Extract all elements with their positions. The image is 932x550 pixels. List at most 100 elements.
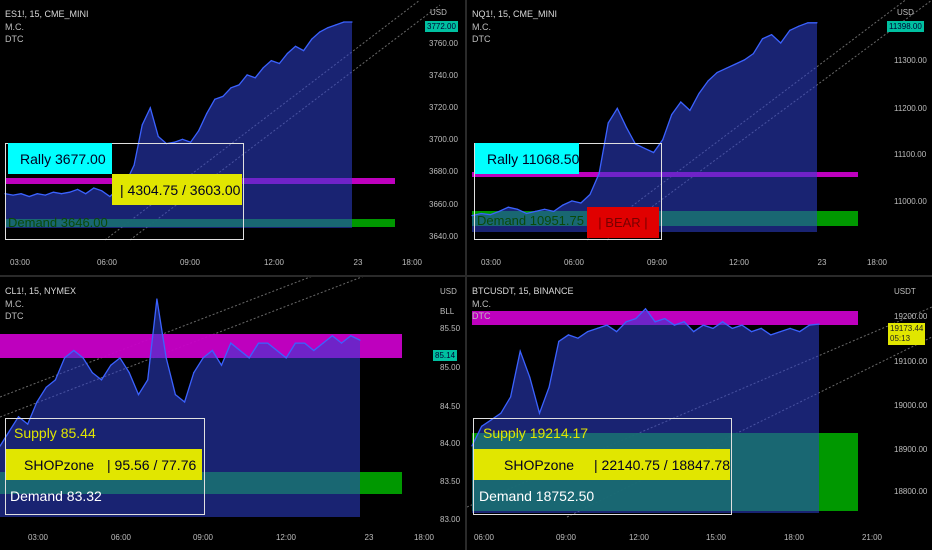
y-tick: 11000.00 (894, 197, 927, 206)
y-tick: 19200.00 (894, 312, 928, 321)
data-point (548, 386, 550, 388)
data-point (707, 80, 709, 82)
data-point (558, 340, 560, 342)
bear-label: | BEAR | (587, 207, 659, 238)
x-tick: 06:00 (563, 258, 585, 267)
x-tick: 09:00 (555, 533, 577, 542)
last-price-value: 19173.44 (890, 324, 924, 333)
data-point (799, 331, 801, 333)
indicator-dtc[interactable]: DTC (5, 311, 24, 321)
data-point (327, 27, 329, 29)
zone-box (5, 418, 205, 515)
y-tick: 83.00 (440, 515, 461, 524)
x-tick: 12:00 (628, 533, 650, 542)
indicator-mc[interactable]: M.C. (5, 299, 24, 309)
data-point (214, 98, 216, 100)
pane-divider-horizontal[interactable] (0, 275, 932, 277)
data-point (128, 372, 130, 374)
x-tick: 06:00 (96, 258, 118, 267)
data-point (596, 327, 598, 329)
y-tick: 18900.00 (894, 445, 928, 454)
x-tick: 23 (817, 258, 827, 267)
data-point (698, 92, 700, 95)
y-tick: 83.50 (440, 477, 461, 486)
chart-pane-cl[interactable]: CL1!, 15, NYMEX M.C. DTC USD BLL 85.50 8… (0, 277, 465, 550)
last-price-tag: 11398.00 (887, 21, 924, 32)
data-point (133, 164, 135, 166)
y-tick: 3660.00 (429, 200, 458, 209)
x-tick: 09:00 (179, 258, 201, 267)
shopzone-label: SHOPzone (504, 457, 575, 473)
shopzone-bar: SHOPzone | 95.56 / 77.76 (6, 449, 202, 480)
data-point (82, 357, 84, 359)
supply-label: Supply 85.44 (14, 425, 96, 441)
data-point (734, 63, 736, 65)
data-point (202, 357, 204, 359)
data-point (267, 342, 269, 344)
data-point (44, 194, 46, 196)
data-point (101, 190, 103, 192)
data-point (731, 327, 733, 329)
data-point (100, 379, 103, 381)
y-tick: 85.50 (440, 324, 461, 333)
data-point (27, 423, 29, 425)
data-point (313, 349, 315, 352)
x-tick: 03:00 (27, 533, 49, 542)
data-point (761, 38, 764, 40)
data-point (789, 29, 791, 31)
chart-pane-btc[interactable]: BTCUSDT, 15, BINANCE M.C. DTC USDT 19200… (467, 277, 932, 550)
x-tick: 18:00 (413, 533, 435, 542)
data-point (276, 349, 278, 352)
data-point (654, 321, 656, 323)
indicator-mc[interactable]: M.C. (5, 22, 24, 32)
x-tick: 06:00 (110, 533, 132, 542)
data-point (77, 188, 79, 190)
demand-label: Demand 3646.00 (8, 215, 108, 230)
data-point (149, 107, 151, 109)
demand-label: Demand 83.32 (10, 488, 102, 504)
indicator-dtc[interactable]: DTC (5, 34, 24, 44)
data-point (510, 396, 512, 398)
data-point (335, 24, 337, 26)
data-point (598, 172, 600, 175)
price-line (4, 21, 352, 198)
chart-pane-es[interactable]: ES1!, 15, CME_MINI M.C. DTC USD 3760.00 … (0, 0, 465, 275)
y-tick: 19100.00 (894, 357, 928, 366)
data-point (294, 45, 297, 47)
symbol-title: ES1!, 15, CME_MINI (5, 9, 89, 19)
data-point (91, 372, 93, 374)
data-point (643, 147, 646, 149)
data-point (60, 193, 63, 195)
indicator-mc[interactable]: M.C. (472, 299, 491, 309)
chart-pane-nq[interactable]: NQ1!, 15, CME_MINI M.C. DTC USD 11300.00… (467, 0, 932, 275)
data-point (248, 357, 250, 359)
x-tick: 03:00 (9, 258, 31, 267)
data-point (702, 324, 704, 326)
price-plot[interactable] (467, 0, 932, 275)
data-point (538, 412, 541, 414)
data-point (254, 77, 256, 79)
indicator-dtc[interactable]: DTC (472, 311, 491, 321)
unit-label: BLL (440, 307, 455, 316)
data-point (606, 324, 608, 326)
data-point (28, 195, 30, 198)
x-tick: 21:00 (861, 533, 883, 542)
data-point (20, 193, 22, 195)
indicator-dtc[interactable]: DTC (472, 34, 491, 44)
data-point (222, 95, 224, 97)
data-point (752, 53, 754, 55)
range-label: | 95.56 / 77.76 (107, 457, 197, 473)
data-point (798, 25, 800, 27)
x-tick: 18:00 (401, 258, 423, 267)
data-point (562, 204, 564, 206)
data-point (587, 331, 589, 333)
data-point (110, 364, 112, 366)
data-point (36, 401, 38, 403)
indicator-mc[interactable]: M.C. (472, 22, 491, 32)
data-point (294, 342, 296, 344)
data-point (73, 349, 75, 352)
data-point (230, 342, 232, 344)
supply-label: Supply 19214.17 (483, 425, 589, 441)
x-tick: 12:00 (728, 258, 750, 267)
y-tick: 3760.00 (429, 39, 458, 48)
